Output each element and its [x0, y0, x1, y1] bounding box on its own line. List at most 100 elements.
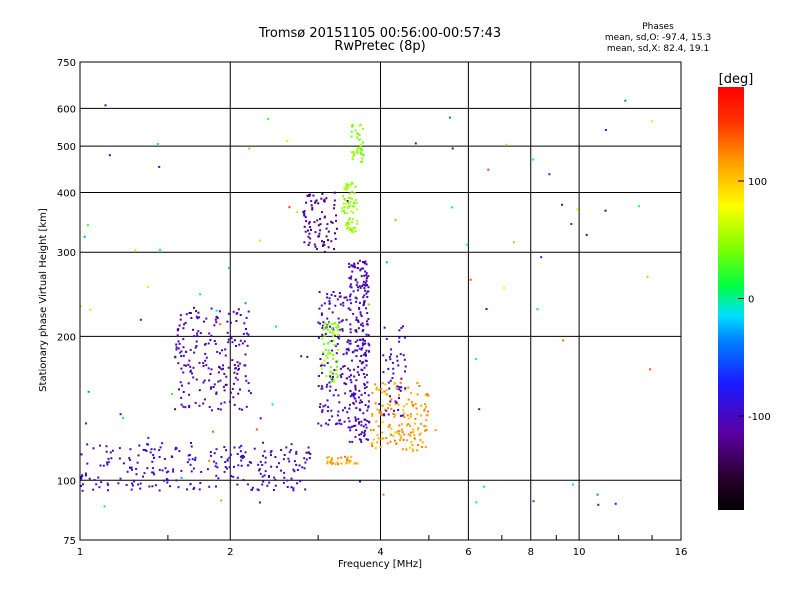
data-point	[153, 457, 155, 459]
data-point	[367, 405, 370, 408]
data-point	[215, 321, 218, 324]
data-point	[216, 466, 219, 469]
data-point	[412, 428, 415, 431]
data-point	[354, 416, 357, 419]
data-point	[361, 342, 364, 345]
data-point	[397, 432, 400, 435]
data-point	[337, 394, 340, 397]
data-point	[194, 346, 197, 349]
data-point	[360, 348, 363, 351]
data-point	[327, 342, 329, 345]
data-point	[407, 433, 410, 436]
data-point	[349, 197, 352, 199]
data-point	[386, 442, 389, 445]
data-point	[334, 345, 337, 348]
data-point	[395, 431, 398, 434]
data-point	[360, 355, 363, 357]
data-point	[402, 439, 405, 441]
data-point	[218, 366, 221, 369]
data-point	[350, 264, 353, 267]
data-point	[180, 350, 183, 353]
data-point	[219, 379, 222, 382]
data-point	[117, 482, 120, 485]
data-point	[348, 266, 351, 268]
data-point	[267, 117, 270, 120]
data-point	[216, 350, 219, 353]
data-point	[145, 450, 148, 452]
data-point	[202, 381, 205, 384]
data-point	[402, 409, 405, 412]
data-point	[180, 469, 183, 472]
data-point	[387, 425, 390, 428]
data-point	[303, 213, 306, 216]
data-point	[189, 463, 192, 466]
data-point	[358, 285, 361, 288]
data-point	[379, 411, 382, 414]
data-point	[306, 355, 309, 358]
data-point	[349, 283, 352, 286]
data-point	[396, 385, 399, 388]
data-point	[135, 467, 138, 470]
data-point	[366, 323, 369, 326]
data-point	[358, 438, 361, 441]
data-point	[358, 138, 361, 141]
data-point	[225, 449, 228, 452]
data-point	[325, 235, 328, 238]
data-point	[231, 387, 234, 390]
data-point	[624, 99, 627, 102]
data-point	[226, 331, 229, 334]
data-point	[282, 458, 285, 461]
data-point	[362, 154, 365, 157]
data-point	[215, 315, 218, 318]
data-point	[131, 468, 133, 471]
data-point	[536, 308, 539, 311]
data-point	[328, 331, 331, 334]
data-point	[382, 493, 385, 496]
data-point	[85, 474, 87, 477]
data-point	[139, 318, 142, 321]
data-point	[374, 383, 376, 386]
data-point	[194, 401, 197, 404]
data-point	[355, 316, 358, 319]
data-point	[482, 485, 485, 488]
data-point	[384, 408, 387, 411]
data-point	[305, 458, 308, 461]
data-point	[343, 206, 346, 209]
data-point	[187, 363, 190, 366]
data-point	[333, 369, 336, 372]
data-point	[170, 455, 173, 458]
data-point	[321, 337, 324, 340]
data-point	[255, 428, 258, 431]
data-point	[326, 462, 329, 465]
data-point	[246, 332, 249, 335]
data-point	[308, 222, 311, 225]
data-point	[305, 201, 308, 204]
data-point	[233, 339, 236, 342]
data-point	[346, 299, 349, 302]
data-point	[411, 443, 414, 446]
data-point	[134, 249, 137, 251]
data-point	[318, 307, 321, 310]
data-point	[340, 423, 343, 426]
data-point	[209, 387, 212, 390]
data-point	[350, 286, 353, 289]
data-point	[356, 208, 359, 211]
data-point	[189, 348, 192, 351]
data-point	[213, 383, 216, 386]
data-point	[178, 450, 181, 453]
data-point	[341, 329, 344, 332]
data-point	[212, 386, 215, 388]
data-point	[358, 373, 360, 376]
data-point	[343, 198, 346, 200]
data-point	[409, 413, 412, 416]
data-point	[259, 239, 262, 242]
data-point	[426, 414, 429, 417]
data-point	[198, 361, 201, 364]
data-point	[360, 275, 363, 278]
data-point	[161, 442, 164, 445]
data-point	[259, 472, 262, 475]
data-point	[244, 375, 247, 378]
data-point	[357, 146, 359, 149]
data-point	[416, 393, 419, 396]
data-point	[355, 284, 358, 287]
